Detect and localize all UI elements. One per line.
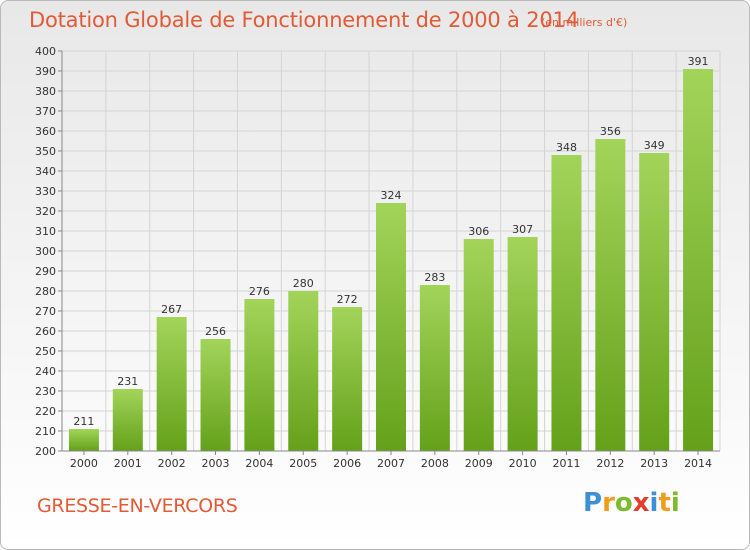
data-label-2000: 211 xyxy=(73,415,94,428)
data-label-2013: 349 xyxy=(644,139,665,152)
y-tick-label: 220 xyxy=(35,405,56,418)
data-label-2009: 306 xyxy=(468,225,489,238)
y-tick-label: 370 xyxy=(35,105,56,118)
data-label-2001: 231 xyxy=(117,375,138,388)
bar-2009 xyxy=(463,239,494,451)
bar-2006 xyxy=(332,307,363,451)
data-label-2005: 280 xyxy=(293,277,314,290)
x-tick-label-2011: 2011 xyxy=(552,457,580,470)
x-tick-label-2009: 2009 xyxy=(465,457,493,470)
data-label-2011: 348 xyxy=(556,141,577,154)
chart-unit: (en milliers d'€) xyxy=(541,16,628,29)
bar-2000 xyxy=(68,429,99,451)
bar-2004 xyxy=(244,299,275,451)
x-tick-label-2007: 2007 xyxy=(377,457,405,470)
y-tick-label: 390 xyxy=(35,65,56,78)
y-tick-label: 350 xyxy=(35,145,56,158)
x-tick-label-2006: 2006 xyxy=(333,457,361,470)
data-label-2008: 283 xyxy=(424,271,445,284)
data-label-2002: 267 xyxy=(161,303,182,316)
y-tick-label: 200 xyxy=(35,445,56,458)
bar-2012 xyxy=(595,139,626,451)
data-label-2003: 256 xyxy=(205,325,226,338)
x-tick-label-2014: 2014 xyxy=(684,457,712,470)
data-label-2014: 391 xyxy=(688,55,709,68)
x-tick-label-2008: 2008 xyxy=(421,457,449,470)
x-tick-label-2000: 2000 xyxy=(70,457,98,470)
y-tick-label: 320 xyxy=(35,205,56,218)
data-label-2006: 272 xyxy=(337,293,358,306)
x-tick-label-2001: 2001 xyxy=(114,457,142,470)
y-tick-label: 250 xyxy=(35,345,56,358)
commune-name: GRESSE-EN-VERCORS xyxy=(37,495,238,517)
data-label-2010: 307 xyxy=(512,223,533,236)
data-label-2007: 324 xyxy=(381,189,402,202)
bar-2003 xyxy=(200,339,231,451)
x-tick-label-2013: 2013 xyxy=(640,457,668,470)
data-label-2004: 276 xyxy=(249,285,270,298)
y-tick-label: 310 xyxy=(35,225,56,238)
bar-2013 xyxy=(639,153,670,451)
y-tick-label: 240 xyxy=(35,365,56,378)
x-tick-label-2003: 2003 xyxy=(202,457,230,470)
y-tick-label: 400 xyxy=(35,45,56,58)
bar-2005 xyxy=(288,291,319,451)
y-tick-label: 210 xyxy=(35,425,56,438)
bar-2001 xyxy=(112,389,143,451)
bar-2008 xyxy=(419,285,450,451)
x-tick-label-2005: 2005 xyxy=(289,457,317,470)
y-tick-label: 330 xyxy=(35,185,56,198)
y-tick-label: 270 xyxy=(35,305,56,318)
y-tick-label: 290 xyxy=(35,265,56,278)
y-tick-label: 380 xyxy=(35,85,56,98)
y-tick-label: 360 xyxy=(35,125,56,138)
x-tick-label-2012: 2012 xyxy=(596,457,624,470)
proxiti-logo[interactable]: Proxiti xyxy=(583,488,680,518)
bar-2011 xyxy=(551,155,582,451)
y-tick-label: 280 xyxy=(35,285,56,298)
chart-title: Dotation Globale de Fonctionnement de 20… xyxy=(29,8,579,32)
x-tick-label-2002: 2002 xyxy=(158,457,186,470)
bar-2010 xyxy=(507,237,538,451)
x-tick-label-2004: 2004 xyxy=(245,457,273,470)
bar-2007 xyxy=(376,203,406,451)
data-label-2012: 356 xyxy=(600,125,621,138)
x-tick-label-2010: 2010 xyxy=(509,457,537,470)
y-tick-label: 230 xyxy=(35,385,56,398)
y-tick-label: 340 xyxy=(35,165,56,178)
bar-2014 xyxy=(683,69,714,451)
bar-2002 xyxy=(156,317,187,451)
y-tick-label: 300 xyxy=(35,245,56,258)
y-tick-label: 260 xyxy=(35,325,56,338)
